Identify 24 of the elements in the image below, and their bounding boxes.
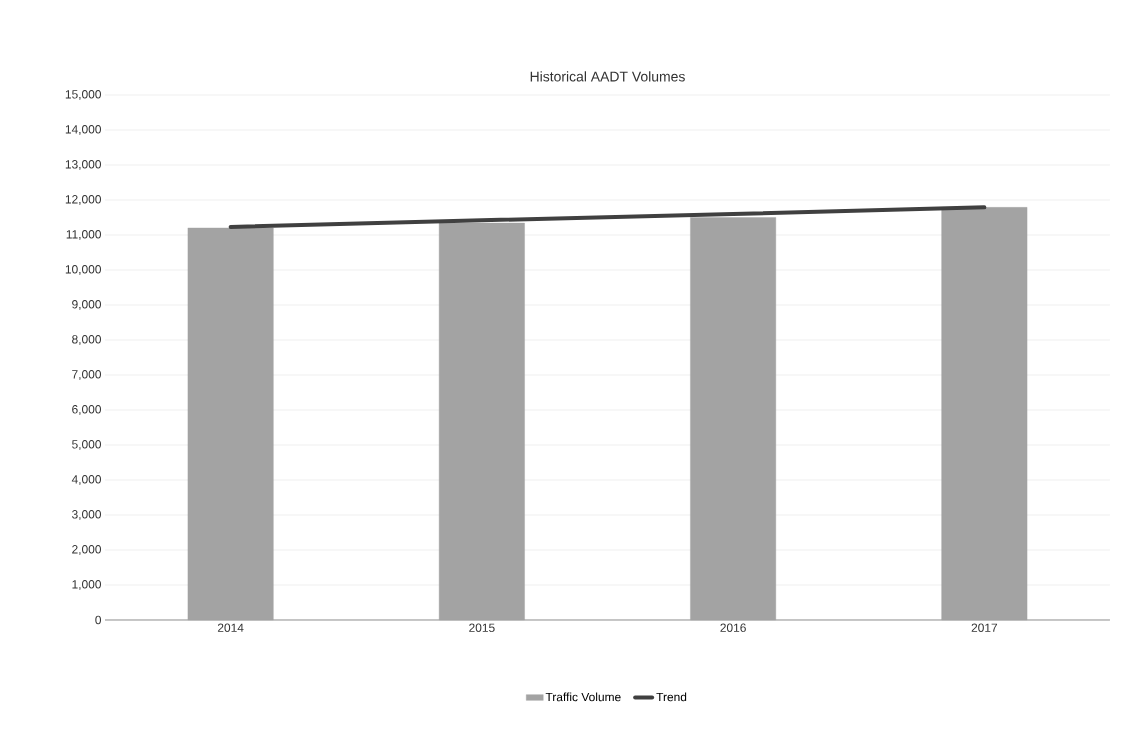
x-tick-label: 2015	[469, 623, 495, 632]
y-tick-label: 0	[95, 615, 102, 625]
y-tick-label: 4,000	[71, 475, 102, 485]
x-tick-label: 2016	[720, 623, 746, 632]
y-tick-label: 10,000	[65, 265, 102, 275]
chart-title: Historical AADT Volumes	[530, 71, 685, 82]
y-tick-label: 15,000	[65, 90, 102, 100]
x-tick-label: 2017	[971, 623, 998, 632]
y-tick-label: 1,000	[72, 580, 102, 590]
y-tick-label: 7,000	[72, 370, 102, 380]
y-tick-label: 9,000	[72, 300, 102, 310]
x-tick-label: 2014	[217, 623, 244, 632]
y-tick-label: 11,000	[66, 230, 102, 240]
y-tick-label: 13,000	[65, 160, 102, 170]
y-tick-label: 3,000	[72, 510, 102, 520]
legend-label: Traffic Volume	[545, 692, 621, 702]
y-tick-label: 14,000	[65, 125, 102, 135]
line-series	[228, 205, 987, 229]
y-tick-label: 12,000	[65, 195, 102, 205]
legend-label: Trend	[656, 692, 687, 702]
y-tick-label: 8,000	[72, 335, 102, 345]
y-tick-label: 6,000	[72, 405, 102, 415]
y-tick-label: 2,000	[72, 545, 102, 555]
y-tick-label: 5,000	[72, 440, 102, 450]
